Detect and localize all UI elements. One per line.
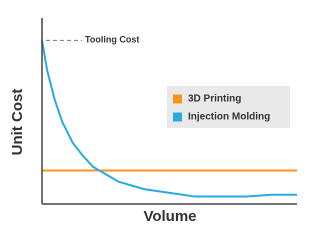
legend-label: Injection Molding: [188, 112, 270, 123]
annotation-text: Tooling Cost: [85, 35, 139, 45]
series-line: [41, 40, 297, 198]
legend-swatch: [173, 112, 182, 122]
legend-box: [167, 86, 290, 128]
chart: Volume Unit Cost Tooling Cost 3D Printing…: [9, 18, 297, 225]
legend-swatch: [173, 94, 182, 104]
legend-label: 3D Printing: [188, 94, 241, 105]
y-axis-label: Unit Cost: [9, 89, 26, 156]
x-axis-label: Volume: [143, 208, 196, 225]
